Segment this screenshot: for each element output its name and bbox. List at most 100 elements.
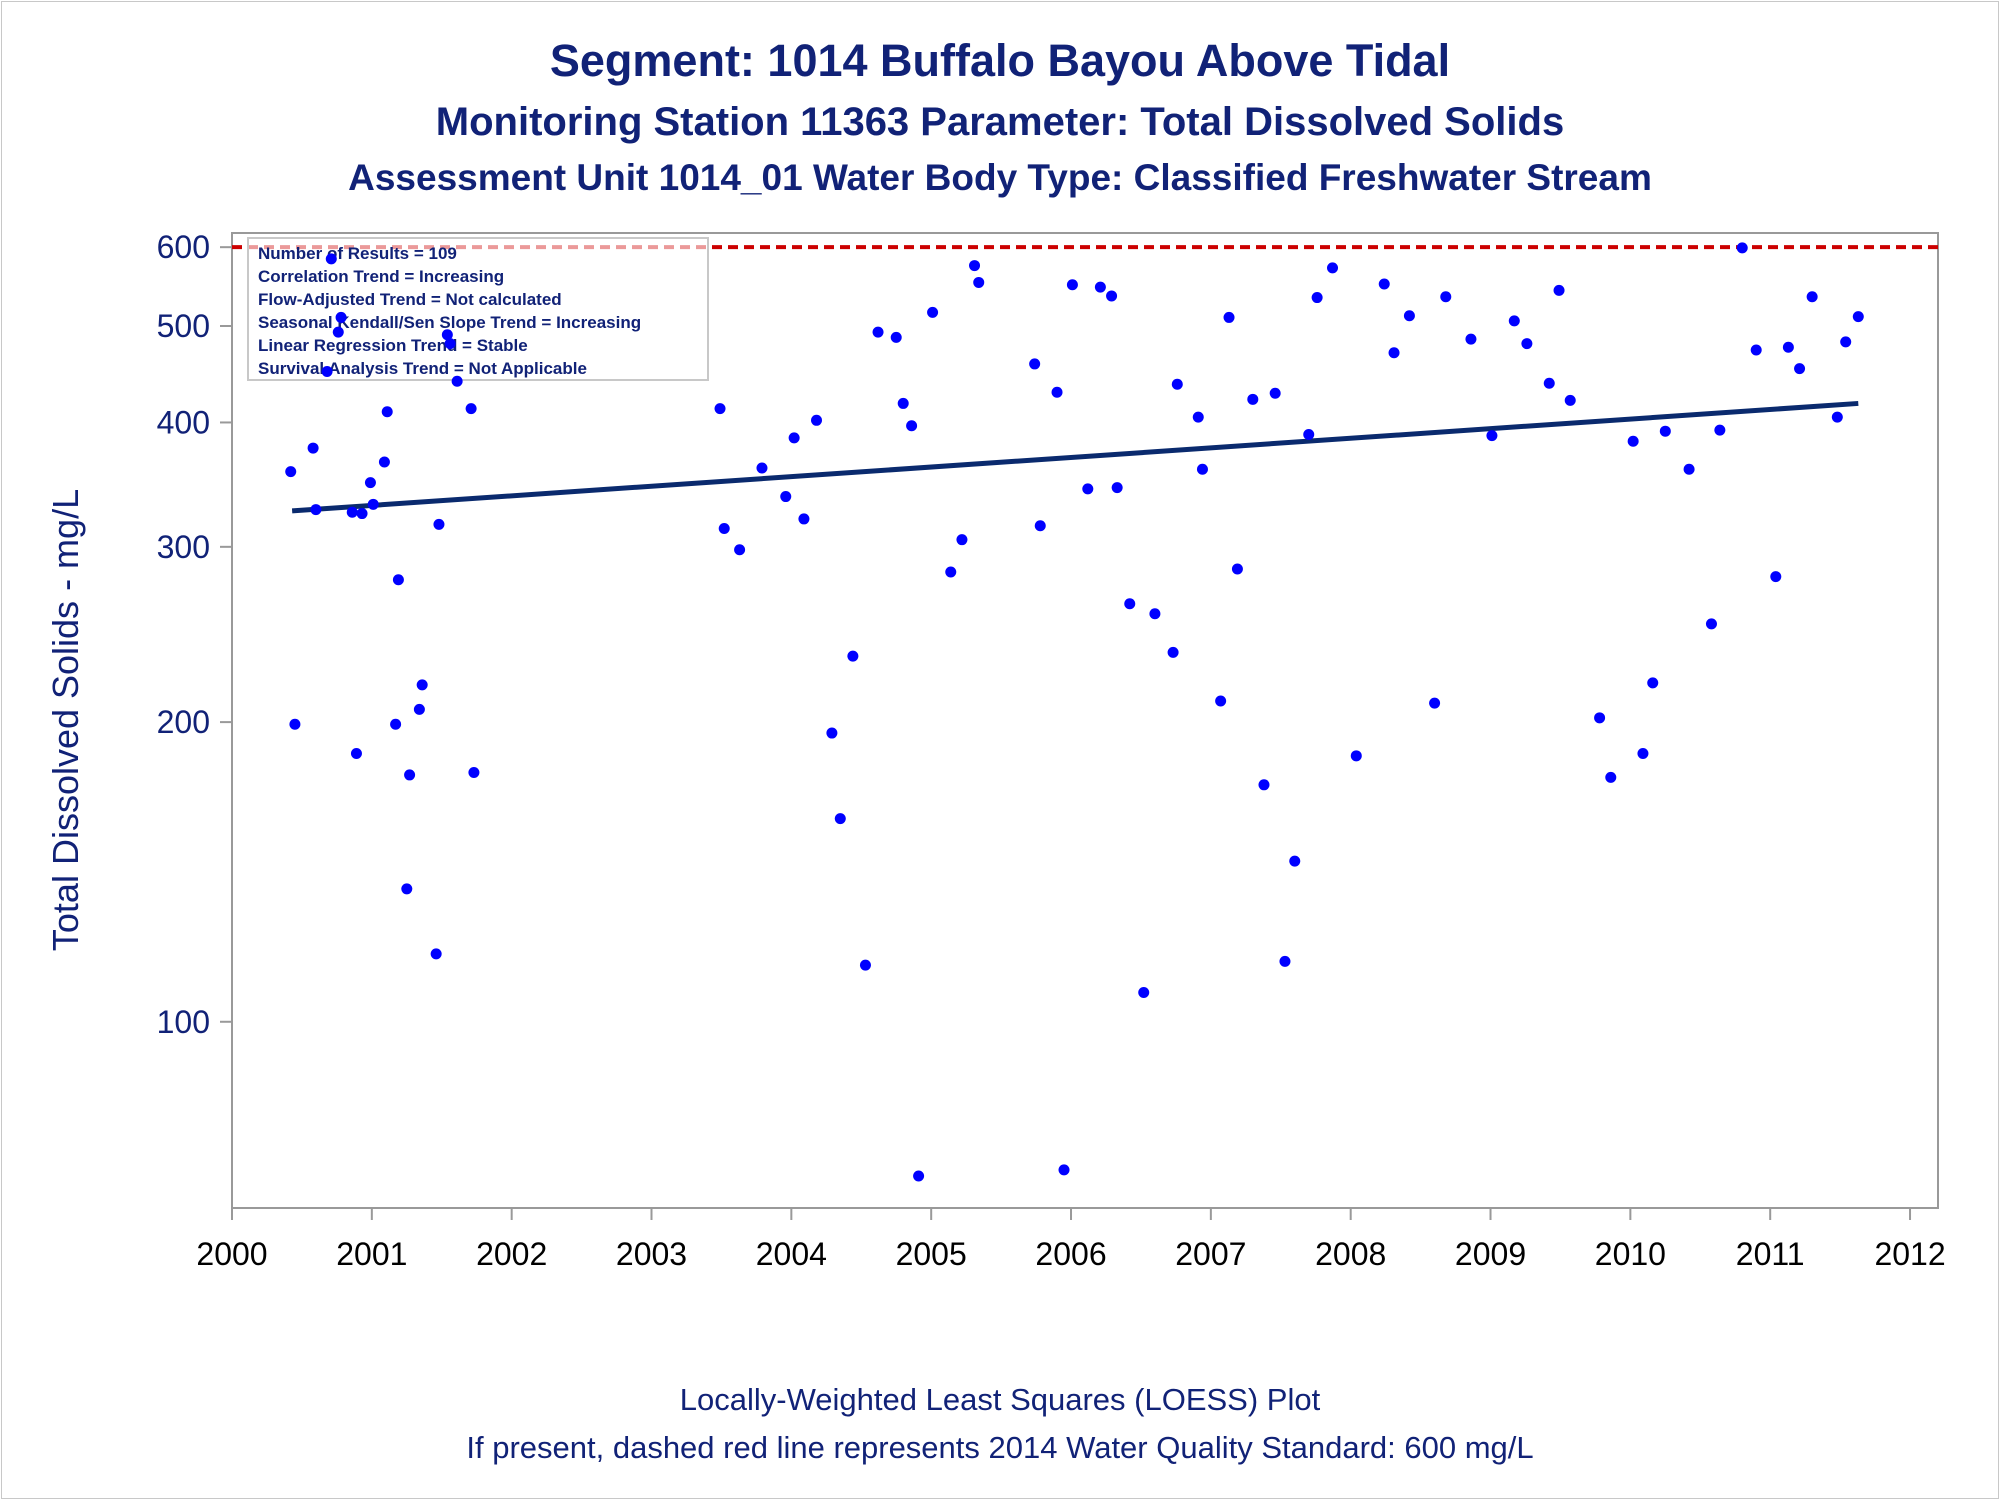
data-point [1627,435,1639,447]
data-point [1215,695,1227,707]
x-tick-label: 2009 [1455,1236,1526,1272]
data-point [1831,411,1843,423]
data-point [1289,855,1301,867]
data-point [468,766,480,778]
data-point [1058,1164,1070,1176]
data-point [1521,338,1533,350]
data-point [1196,463,1208,475]
data-point [1594,712,1606,724]
x-tick-label: 2001 [336,1236,407,1272]
data-point [1429,697,1441,709]
y-axis-label: Total Dissolved Solids - mg/L [45,489,86,951]
stats-box: Number of Results = 109 Correlation Trend… [247,237,709,381]
data-point [1553,284,1565,296]
data-point [335,311,347,323]
data-point [890,331,902,343]
data-point [1543,377,1555,389]
y-tick-label: 200 [157,704,210,740]
loess-trend-line [291,400,1859,514]
data-point [1705,618,1717,630]
plot-area [231,232,1939,1209]
data-point [1465,333,1477,345]
data-point [1149,608,1161,620]
data-point [289,718,301,730]
data-point [413,703,425,715]
data-point [756,462,768,474]
stats-line: Number of Results = 109 [258,244,457,263]
data-points [285,242,1864,1182]
data-point [1770,571,1782,583]
data-point [1637,747,1649,759]
data-point [378,456,390,468]
data-point [780,491,792,503]
data-point [325,253,337,265]
data-point [1223,311,1235,323]
data-point [451,375,463,387]
data-point [433,518,445,530]
y-tick-label: 600 [157,229,210,265]
x-tick-label: 2011 [1736,1236,1805,1272]
data-point [1647,677,1659,689]
x-tick-label: 2008 [1315,1236,1386,1272]
data-point [390,718,402,730]
data-point [1066,279,1078,291]
data-point [1167,646,1179,658]
data-point [1403,310,1415,322]
data-point [847,650,859,662]
chart-title: Segment: 1014 Buffalo Bayou Above Tidal [549,35,1451,86]
data-point [897,397,909,409]
data-point [834,813,846,825]
stats-line: Seasonal Kendall/Sen Slope Trend = Incre… [258,313,641,332]
stats-line: Correlation Trend = Increasing [258,267,504,286]
data-point [1124,598,1136,610]
data-point [1508,315,1520,327]
data-point [1138,987,1150,999]
data-point [798,513,810,525]
stats-line: Flow-Adjusted Trend = Not calculated [258,290,562,309]
data-point [1840,336,1852,348]
x-tick-label: 2002 [476,1236,547,1272]
data-point [381,406,393,418]
data-point [350,747,362,759]
data-point [927,306,939,318]
x-tick-label: 2006 [1035,1236,1106,1272]
x-axis: 2000 2001 2002 2003 2004 2005 2006 2007 2008 2009… [196,1208,1946,1272]
chart-subtitle-2: Assessment Unit 1014_01 Water Body Type:… [348,157,1652,198]
y-axis: 100 200 300 400 500 600 [157,229,232,1040]
data-point [718,522,730,534]
data-point [1029,358,1041,370]
data-point [913,1170,925,1182]
x-tick-label: 2004 [756,1236,827,1272]
data-point [1192,411,1204,423]
data-point [430,948,442,960]
data-point [416,679,428,691]
x-tick-label: 2003 [616,1236,687,1272]
data-point [1794,363,1806,375]
stats-line: Linear Regression Trend = Stable [258,336,528,355]
data-point [321,366,333,378]
data-point [1247,393,1259,405]
data-point [332,326,344,338]
data-point [1171,378,1183,390]
data-point [1051,386,1063,398]
x-tick-label: 2000 [196,1236,267,1272]
data-point [1659,425,1671,437]
data-point [356,508,368,520]
data-point [392,574,404,586]
data-point [859,959,871,971]
data-point [401,883,413,895]
data-point [826,727,838,739]
data-point [1311,292,1323,304]
data-point [1303,429,1315,441]
x-tick-label: 2005 [896,1236,967,1272]
data-point [465,403,477,415]
data-point [444,338,456,350]
chart-subtitle: Monitoring Station 11363 Parameter: Tota… [435,100,1565,144]
stats-line: Survival Analysis Trend = Not Applicable [258,359,587,378]
x-tick-label: 2007 [1175,1236,1246,1272]
data-point [1736,242,1748,254]
data-point [1258,779,1270,791]
data-point [1605,771,1617,783]
data-point [346,506,358,518]
